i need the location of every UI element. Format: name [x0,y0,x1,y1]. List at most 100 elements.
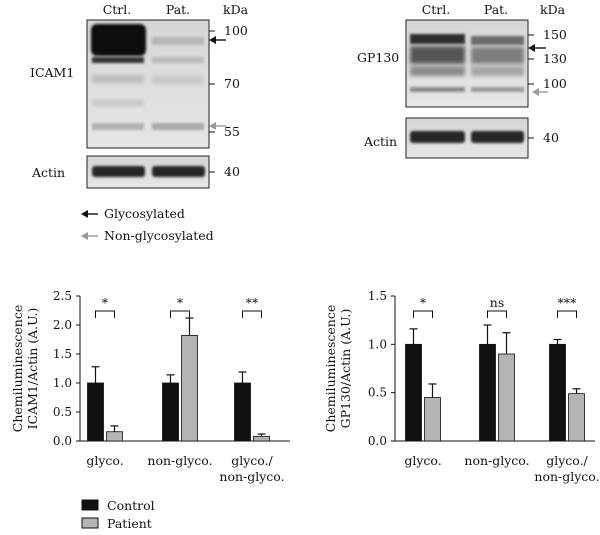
significance-bracket [242,310,262,318]
icam1-ctrl-glyco-band [91,24,146,56]
bar-patient [253,435,270,442]
lane-label-pat-right: Pat. [484,2,508,17]
gp130-ctrl-glyco-band [410,46,465,64]
icam1-ctrl-lower-band [92,57,144,63]
marker-100-right: 100 [543,76,567,91]
x-category-label: non-glyco. [464,453,529,468]
significance-bracket [487,310,507,318]
x-category-label: glyco./ [231,453,273,468]
y-axis-label: Chemiluminescence [323,305,338,432]
gp130-pat-nonglyco-band [471,87,524,92]
bar-patient [106,431,123,442]
x-category-label: non-glyco. [147,453,212,468]
bar-control [162,382,179,442]
y-tick-label: 2.0 [53,318,72,332]
bar-control [234,382,251,442]
y-tick-label: 1.0 [368,337,387,351]
arrow-legend: Glycosylated Non-glycosylated [81,206,214,243]
bar-patient [424,397,441,442]
actin-pat-band-left [152,166,205,177]
marker-55-left: 55 [224,124,240,139]
marker-40-right: 40 [543,130,559,145]
actin-ctrl-band-left [92,166,145,177]
kda-unit-left: kDa [223,2,249,17]
bar-control [479,343,496,442]
gp130-ctrl-smear [410,66,465,76]
icam1-ctrl-faint-band [92,100,144,106]
bar-patient [181,335,198,442]
bar-control [87,382,104,442]
significance-label: *** [558,295,578,310]
icam1-blot-panel: Ctrl. Pat. kDa ICAM1 100 70 55 [30,2,249,189]
series-legend: Control Patient [81,498,155,531]
loading-label-right: Actin [363,134,397,149]
marker-130: 130 [543,51,567,66]
x-category-label: glyco. [86,453,123,468]
icam1-ctrl-nonglyco-band [92,123,144,130]
icam1-pat-glyco-band [152,37,204,45]
x-category-label: non-glyco. [534,469,599,484]
y-tick-label: 2.5 [53,289,72,303]
significance-label: * [102,295,109,310]
gp130-pat-top-band [471,36,524,45]
icam1-pat-lower-band [152,57,204,63]
bar-patient [498,353,515,442]
y-tick-label: 1.0 [53,376,72,390]
arrow-icon [209,122,226,130]
gp130-blot-panel: Ctrl. Pat. kDa GP130 150 130 100 Actin [357,2,567,159]
significance-label: * [420,295,427,310]
x-category-label: glyco. [404,453,441,468]
marker-150: 150 [543,27,567,42]
gp130-ctrl-nonglyco-band [410,87,465,92]
legend-glycosylated: Glycosylated [104,206,185,221]
significance-label: * [177,295,184,310]
lane-label-ctrl-right: Ctrl. [422,2,451,17]
y-tick-label: 0.0 [53,434,72,448]
protein-label-icam1: ICAM1 [30,65,74,80]
marker-70-left: 70 [224,76,240,91]
arrow-icon [209,36,226,44]
significance-bracket [413,310,433,318]
bar-patient [568,393,585,442]
icam1-pat-smear [152,76,204,84]
significance-bracket [170,310,190,318]
arrow-icon [532,88,548,96]
significance-bracket [95,310,115,318]
bar-control [549,343,566,442]
loading-label-left: Actin [31,165,65,180]
legend-label-control: Control [107,498,155,513]
lane-label-ctrl-left: Ctrl. [103,2,132,17]
y-axis-label: Chemiluminescence [10,305,25,432]
marker-100-left: 100 [224,23,248,38]
y-axis-label: GP130/Actin (A.U.) [338,309,353,429]
legend-non-glycosylated: Non-glycosylated [104,228,214,243]
y-tick-label: 1.5 [368,289,387,303]
significance-label: ns [490,295,504,310]
y-tick-label: 0.5 [368,386,387,400]
icam1-ctrl-smear [92,75,144,83]
y-tick-label: 0.0 [368,434,387,448]
x-category-label: non-glyco. [219,469,284,484]
gp130-pat-glyco-band [471,47,524,64]
marker-40-left: 40 [224,164,240,179]
gp130-ctrl-top-band [410,34,465,44]
actin-ctrl-band-right [410,131,465,143]
icam1-pat-nonglyco-band [152,123,204,130]
gp130-pat-smear [471,66,524,76]
y-tick-label: 1.5 [53,347,72,361]
significance-bracket [557,310,577,318]
arrow-icon [528,44,546,52]
arrow-icon [81,210,98,218]
actin-pat-band-right [471,131,524,143]
kda-unit-right: kDa [540,2,566,17]
y-tick-label: 0.5 [53,405,72,419]
lane-label-pat-left: Pat. [166,2,190,17]
legend-swatch-control [81,499,99,511]
legend-label-patient: Patient [107,516,152,531]
legend-swatch-patient [81,517,99,529]
y-axis-label: ICAM1/Actin (A.U.) [25,308,40,430]
icam1-quantification-chart: 0.0 0.5 1.0 1.5 2.0 2.5 Chemiluminescence ICAM1… [10,289,290,484]
protein-label-gp130: GP130 [357,50,399,65]
arrow-icon [81,232,98,240]
